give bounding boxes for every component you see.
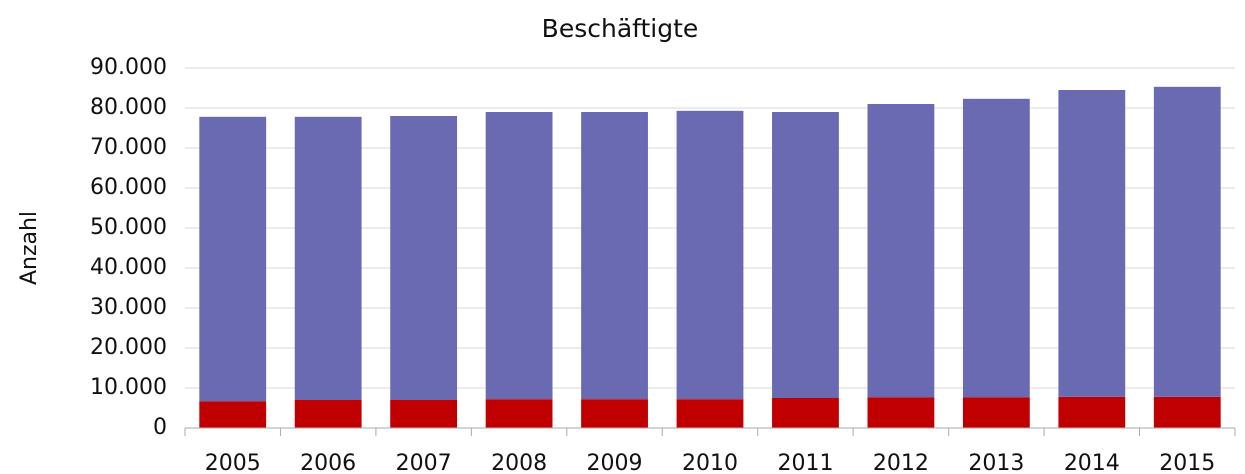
bar-segment [581,399,648,428]
x-tick-label: 2005 [205,451,261,474]
x-tick-label: 2007 [396,451,452,474]
y-tick-label: 70.000 [90,135,167,160]
x-tick-label: 2009 [587,451,643,474]
bar-segment [772,112,839,398]
bar-segment [581,112,648,400]
y-tick-label: 60.000 [90,175,167,200]
bar-segment [1153,86,1221,397]
bar-segment [962,98,1030,398]
bar-segment [676,110,744,400]
bar-segment [294,400,362,428]
y-tick-label: 80.000 [90,95,167,120]
bar-segment [772,398,839,428]
bar-segment [676,399,744,428]
x-tick-label: 2013 [968,451,1024,474]
bar-segment [485,399,553,428]
bar-segment [294,116,362,401]
bar-segment [1058,396,1126,428]
chart-title: Beschäftigte [542,14,699,43]
x-tick-label: 2012 [873,451,929,474]
bar-segment [867,397,935,428]
x-tick-label: 2006 [300,451,356,474]
bar-segment [390,116,458,400]
x-tick-label: 2014 [1064,451,1120,474]
y-tick-label: 10.000 [90,375,167,400]
bar-segment [485,112,553,400]
x-tick-label: 2011 [777,451,833,474]
bar-segment [199,116,267,402]
y-tick-label: 50.000 [90,215,167,240]
bar-segment [1058,90,1126,397]
x-tick-label: 2010 [682,451,738,474]
y-tick-label: 20.000 [90,335,167,360]
y-tick-label: 30.000 [90,295,167,320]
y-axis-label: Anzahl [17,211,42,285]
y-tick-label: 0 [153,415,167,440]
bar-segment [962,397,1030,428]
y-tick-label: 40.000 [90,255,167,280]
x-tick-label: 2015 [1159,451,1215,474]
y-tick-label: 90.000 [90,55,167,80]
bar-segment [1153,396,1221,428]
bar-segment [390,400,458,428]
bar-segment [199,401,267,428]
bar-segment [867,104,935,398]
x-tick-label: 2008 [491,451,547,474]
